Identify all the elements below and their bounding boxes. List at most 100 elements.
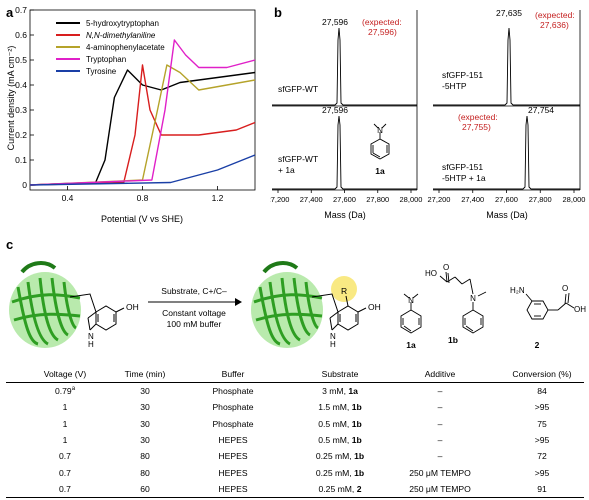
sample-label-wt-1a-1: sfGFP-WT: [278, 154, 318, 164]
y-tick-label: 0.5: [15, 55, 27, 65]
substrate-amount: 0.25 mM,: [315, 451, 355, 462]
mass-tick-label: 27,800: [366, 195, 389, 204]
table-row: 1 30 Phosphate 1.5 mM, 1b – >95: [6, 402, 584, 416]
indole-right-h: H: [330, 340, 336, 349]
panel-b: b 27,20027,40027,60027,80028,00027,20027…: [267, 0, 589, 230]
cell-conversion: 91: [537, 483, 547, 494]
sample-label-151-1a-1: sfGFP-151: [442, 162, 483, 172]
structure-1b-label: 1b: [448, 335, 458, 345]
curve-5htp: [29, 69, 256, 186]
legend-label-dma: N,N-dimethylaniline: [86, 31, 156, 40]
y-tick-label: 0.2: [15, 130, 27, 140]
structure-1b-ho: HO: [425, 269, 437, 278]
legend-label-trp: Tryptophan: [86, 55, 126, 64]
indole-left-n: N: [88, 332, 94, 341]
substrate-id: 1b: [351, 418, 362, 429]
col-header-conversion: Conversion (%): [512, 369, 572, 379]
voltage-footnote: a: [71, 386, 76, 393]
panel-c-scheme: c OH N H: [6, 237, 586, 350]
col-header-substrate: Substrate: [321, 369, 359, 379]
cell-substrate: 0.5 mM, 1b: [290, 419, 390, 429]
col-header-voltage: Voltage (V): [43, 369, 87, 379]
substrate-id: 1a: [348, 386, 358, 396]
cell-voltage: 1: [30, 435, 100, 445]
substrate-amount: 0.5 mM,: [318, 434, 352, 445]
structure-2-label: 2: [535, 340, 540, 350]
panel-c: c OH N H: [0, 232, 589, 367]
structure-1b-o: O: [443, 263, 449, 272]
structure-2-oh: OH: [574, 305, 586, 314]
cell-substrate: 0.5 mM, 1b: [290, 435, 390, 445]
indole-left-oh: OH: [126, 302, 139, 312]
peak-151-1a: [433, 115, 580, 190]
legend-label-5htp: 5-hydroxytryptophan: [86, 19, 159, 28]
structure-1a-small: [370, 123, 390, 160]
indole-right-n: N: [330, 332, 336, 341]
cell-additive: –: [437, 418, 443, 429]
curve-trp: [29, 39, 256, 186]
table-header: Voltage (V) Time (min) Buffer Substrate …: [6, 369, 584, 383]
voltage-value: 1: [62, 434, 68, 445]
substrate-id: 1b: [351, 402, 362, 413]
cell-substrate: 1.5 mM, 1b: [290, 402, 390, 412]
structure-2-h2n: H₂N: [510, 286, 525, 295]
panel-b-frames: [272, 10, 581, 191]
panel-a: a 0.4 0.8 1.2 0 0.1 0.2 0.3 0.4 0.5 0.6 0.7 Curren…: [0, 0, 270, 230]
structure-1a-n: N: [377, 126, 383, 135]
cell-additive: –: [437, 402, 443, 413]
expected-label-wt-1: (expected:: [362, 17, 402, 27]
cell-additive: –: [437, 451, 443, 462]
panel-b-label: b: [274, 5, 282, 20]
indole-right-oh: OH: [368, 302, 381, 312]
cell-additive: 250 μM TEMPO: [409, 467, 471, 478]
table-row: 0.7 80 HEPES 0.25 mM, 1b 250 μM TEMPO >95: [6, 468, 584, 482]
panel-b-xlabel-left: Mass (Da): [324, 210, 366, 220]
cell-time: 80: [140, 451, 150, 462]
reaction-arrowhead: [235, 298, 242, 306]
modification-r: R: [341, 286, 347, 296]
substrate-amount: 1.5 mM,: [318, 402, 352, 413]
substrate-id: 1b: [351, 434, 362, 445]
panel-a-ylabel: Current density (mA cm⁻²): [6, 46, 16, 151]
peak-label-151-1a: 27,754: [528, 105, 554, 115]
peak-wt: [272, 27, 417, 106]
cell-buffer: Phosphate: [212, 402, 254, 413]
cell-time: 30: [140, 418, 150, 429]
mass-tick-label: 27,200: [428, 195, 451, 204]
panel-a-xlabel: Potential (V vs SHE): [101, 214, 183, 224]
cell-additive: 250 μM TEMPO: [409, 483, 471, 494]
cell-time: 60: [140, 483, 150, 494]
x-tick-label: 1.2: [212, 193, 224, 203]
cell-buffer: Phosphate: [212, 418, 254, 429]
indole-right: [311, 293, 367, 331]
mass-tick-label: 27,400: [300, 195, 323, 204]
mass-tick-label: 27,800: [529, 195, 552, 204]
voltage-value: 0.7: [59, 467, 71, 478]
cell-conversion: 84: [537, 386, 547, 396]
x-tick-label: 0.8: [137, 193, 149, 203]
curve-tyr: [29, 154, 256, 186]
table-row: 0.7 80 HEPES 0.25 mM, 1b – 72: [6, 451, 584, 465]
mass-tick-label: 27,600: [495, 195, 518, 204]
y-tick-label: 0.6: [15, 30, 27, 40]
table-rule-header: [6, 382, 584, 383]
mass-tick-label: 27,200: [270, 195, 289, 204]
voltage-value: 0.7: [59, 483, 71, 494]
structure-1b-n: N: [470, 294, 476, 303]
cell-buffer: HEPES: [218, 483, 248, 494]
col-header-buffer: Buffer: [221, 369, 245, 379]
cell-additive: –: [437, 386, 443, 396]
cell-substrate: 0.25 mM, 1b: [290, 468, 390, 478]
cell-conversion: >95: [534, 402, 550, 413]
expected-label-151-2: 27,636): [540, 20, 569, 30]
y-tick-label: 0.7: [15, 5, 27, 15]
protein-right: [251, 261, 323, 348]
table-row: 0.79a 30 Phosphate 3 mM, 1a – 84: [6, 386, 584, 400]
structure-1b: [439, 271, 487, 334]
voltage-value: 1: [62, 418, 68, 429]
protein-left: [9, 261, 81, 348]
substrate-id: 1b: [354, 467, 365, 478]
substrate-amount: 0.25 mM,: [315, 467, 355, 478]
panel-b-spectra: b 27,20027,40027,60027,80028,00027,20027…: [267, 5, 586, 220]
peak-label-151: 27,635: [496, 8, 522, 18]
